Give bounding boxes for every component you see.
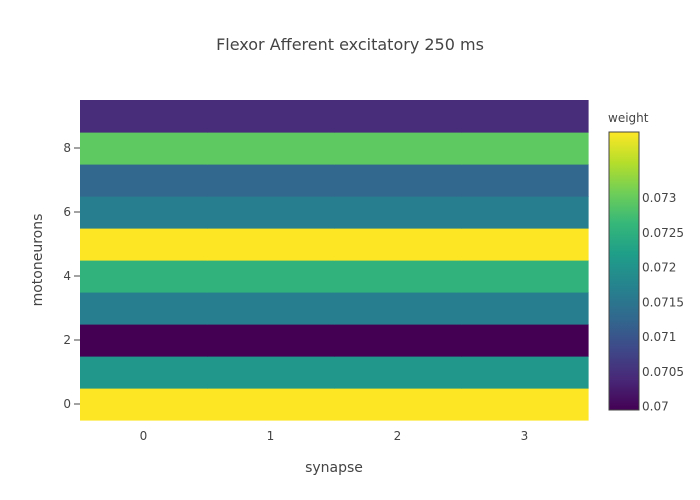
x-tick-label: 3 xyxy=(521,429,529,443)
heatmap-cell xyxy=(80,132,208,165)
colorbar-ticks: 0.07 0.0705 0.071 0.0715 0.072 0.0725 0.073 xyxy=(642,191,684,414)
heatmap-cell xyxy=(207,356,335,389)
x-axis-label: synapse xyxy=(305,460,363,476)
heatmap-cell xyxy=(461,196,589,229)
heatmap-cell xyxy=(207,196,335,229)
heatmap-cell xyxy=(207,260,335,293)
heatmap-cell xyxy=(80,100,208,133)
heatmap-cell xyxy=(461,292,589,325)
colorbar-tick-label: 0.0705 xyxy=(642,365,684,379)
heatmap-cell xyxy=(207,324,335,357)
y-tick-label: 4 xyxy=(63,269,71,283)
heatmap-cells xyxy=(80,100,589,421)
heatmap-cell xyxy=(80,260,208,293)
heatmap-cell xyxy=(80,292,208,325)
heatmap-cell xyxy=(334,100,462,133)
heatmap-cell xyxy=(461,356,589,389)
heatmap-cell xyxy=(80,164,208,197)
heatmap-cell xyxy=(461,164,589,197)
heatmap-cell xyxy=(461,260,589,293)
colorbar-tick-label: 0.07 xyxy=(642,400,669,414)
colorbar-title: weight xyxy=(608,111,649,125)
y-axis-label: motoneurons xyxy=(30,214,46,307)
heatmap-cell xyxy=(334,356,462,389)
heatmap-cell xyxy=(207,292,335,325)
heatmap-cell xyxy=(80,356,208,389)
x-tick-label: 0 xyxy=(140,429,148,443)
heatmap-cell xyxy=(461,388,589,421)
heatmap-cell xyxy=(334,292,462,325)
heatmap-cell xyxy=(207,228,335,261)
heatmap-cell xyxy=(80,388,208,421)
colorbar-tick-label: 0.072 xyxy=(642,261,676,275)
heatmap-cell xyxy=(207,100,335,133)
heatmap-cell xyxy=(461,228,589,261)
heatmap-cell xyxy=(207,164,335,197)
heatmap-cell xyxy=(461,100,589,133)
heatmap-cell xyxy=(207,388,335,421)
colorbar-tick-label: 0.073 xyxy=(642,191,676,205)
heatmap-cell xyxy=(334,164,462,197)
heatmap-cell xyxy=(334,324,462,357)
y-axis: 0 2 4 6 8 xyxy=(63,141,80,411)
y-tick-label: 8 xyxy=(63,141,71,155)
heatmap-cell xyxy=(461,132,589,165)
y-tick-label: 2 xyxy=(63,333,71,347)
colorbar-tick-label: 0.071 xyxy=(642,330,676,344)
y-tick-label: 0 xyxy=(63,397,71,411)
heatmap-cell xyxy=(334,228,462,261)
heatmap-cell xyxy=(80,324,208,357)
chart-title: Flexor Afferent excitatory 250 ms xyxy=(216,35,484,54)
colorbar-tick-label: 0.0725 xyxy=(642,226,684,240)
heatmap-cell xyxy=(334,196,462,229)
colorbar: weight 0.070.07050.0710.07150.0720.07250… xyxy=(608,111,684,414)
y-tick-label: 6 xyxy=(63,205,71,219)
heatmap-cell xyxy=(334,260,462,293)
heatmap-cell xyxy=(334,388,462,421)
heatmap-cell xyxy=(80,196,208,229)
x-axis: 0 1 2 3 xyxy=(140,429,529,443)
x-tick-label: 1 xyxy=(267,429,275,443)
colorbar-gradient xyxy=(608,131,640,411)
colorbar-tick-label: 0.0715 xyxy=(642,295,684,309)
heatmap-cell xyxy=(207,132,335,165)
heatmap-cell xyxy=(461,324,589,357)
heatmap-cell xyxy=(334,132,462,165)
heatmap-cell xyxy=(80,228,208,261)
x-tick-label: 2 xyxy=(394,429,402,443)
